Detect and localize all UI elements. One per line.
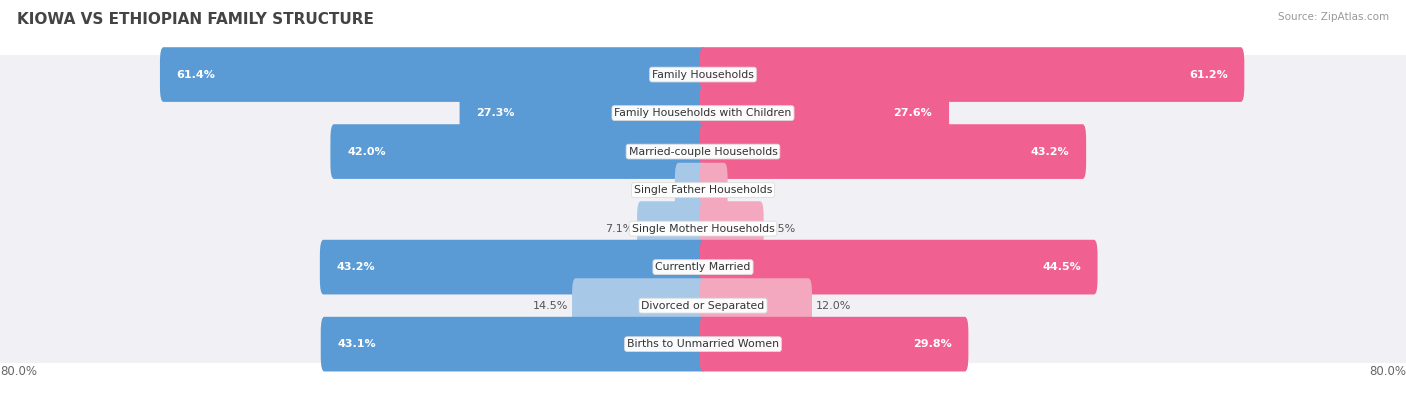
Text: 43.2%: 43.2% — [336, 262, 375, 272]
Text: 27.3%: 27.3% — [477, 108, 515, 118]
FancyBboxPatch shape — [700, 317, 969, 371]
Text: Single Mother Households: Single Mother Households — [631, 224, 775, 233]
FancyBboxPatch shape — [0, 202, 1406, 255]
FancyBboxPatch shape — [160, 47, 707, 102]
Text: Source: ZipAtlas.com: Source: ZipAtlas.com — [1278, 12, 1389, 22]
Text: 12.0%: 12.0% — [815, 301, 851, 310]
FancyBboxPatch shape — [0, 318, 1406, 371]
FancyBboxPatch shape — [0, 87, 1406, 140]
FancyBboxPatch shape — [321, 240, 707, 294]
Text: 14.5%: 14.5% — [533, 301, 568, 310]
FancyBboxPatch shape — [0, 164, 1406, 217]
FancyBboxPatch shape — [700, 201, 763, 256]
FancyBboxPatch shape — [700, 86, 949, 140]
FancyBboxPatch shape — [675, 163, 707, 217]
FancyBboxPatch shape — [0, 125, 1406, 178]
Text: 43.1%: 43.1% — [337, 339, 375, 349]
FancyBboxPatch shape — [700, 47, 1244, 102]
Text: Single Father Households: Single Father Households — [634, 185, 772, 195]
FancyBboxPatch shape — [321, 317, 707, 371]
FancyBboxPatch shape — [0, 48, 1406, 101]
Text: Family Households with Children: Family Households with Children — [614, 108, 792, 118]
Text: 29.8%: 29.8% — [912, 339, 952, 349]
Text: KIOWA VS ETHIOPIAN FAMILY STRUCTURE: KIOWA VS ETHIOPIAN FAMILY STRUCTURE — [17, 12, 374, 27]
Text: 2.8%: 2.8% — [643, 185, 672, 195]
FancyBboxPatch shape — [572, 278, 707, 333]
FancyBboxPatch shape — [460, 86, 707, 140]
FancyBboxPatch shape — [700, 278, 813, 333]
Text: 2.4%: 2.4% — [731, 185, 759, 195]
Text: Married-couple Households: Married-couple Households — [628, 147, 778, 156]
Text: Family Households: Family Households — [652, 70, 754, 79]
Text: 44.5%: 44.5% — [1042, 262, 1081, 272]
Text: 7.1%: 7.1% — [605, 224, 634, 233]
FancyBboxPatch shape — [700, 240, 1098, 294]
Text: Divorced or Separated: Divorced or Separated — [641, 301, 765, 310]
Text: 42.0%: 42.0% — [347, 147, 385, 156]
Text: 80.0%: 80.0% — [1369, 365, 1406, 378]
Text: Currently Married: Currently Married — [655, 262, 751, 272]
Text: 43.2%: 43.2% — [1031, 147, 1070, 156]
Text: Births to Unmarried Women: Births to Unmarried Women — [627, 339, 779, 349]
Text: 27.6%: 27.6% — [894, 108, 932, 118]
FancyBboxPatch shape — [330, 124, 707, 179]
FancyBboxPatch shape — [637, 201, 707, 256]
FancyBboxPatch shape — [0, 279, 1406, 332]
FancyBboxPatch shape — [0, 241, 1406, 294]
FancyBboxPatch shape — [700, 124, 1087, 179]
Text: 61.2%: 61.2% — [1189, 70, 1227, 79]
Text: 61.4%: 61.4% — [177, 70, 215, 79]
FancyBboxPatch shape — [700, 163, 728, 217]
Text: 80.0%: 80.0% — [0, 365, 37, 378]
Text: 6.5%: 6.5% — [768, 224, 796, 233]
